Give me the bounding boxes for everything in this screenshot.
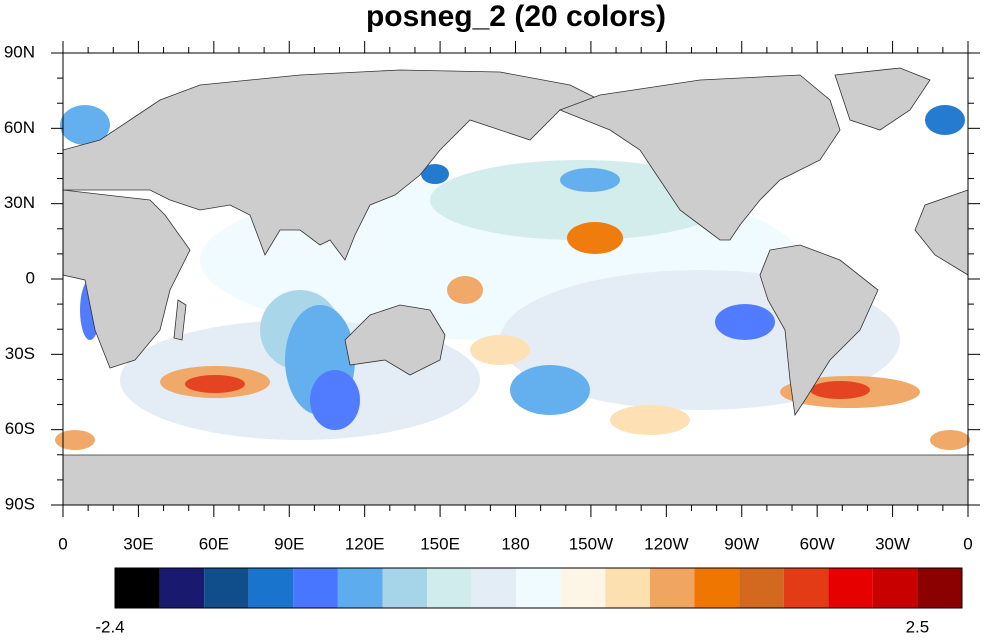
map [55,52,970,506]
land [62,67,969,506]
y-tick-label: 0 [26,268,35,287]
x-tick-label: 90E [274,534,304,553]
y-tick-label: 60S [5,419,35,438]
colorbar-box [427,568,472,608]
colorbar-box [560,568,606,608]
colorbar-box [872,568,918,608]
x-tick-label: 150E [420,534,460,553]
colorbar-box [516,568,561,608]
y-tick-label: 90S [5,494,35,513]
colorbar-box [337,568,383,608]
x-tick-label: 30E [123,534,153,553]
colorbar: -2.4 2.5 [95,567,963,636]
x-tick-label: 0 [963,534,972,553]
colorbar-label: 2.5 [906,617,930,635]
colorbar-box [649,568,695,608]
colorbar-frame [114,567,963,609]
colorbar-label: -2.4 [95,617,124,635]
y-tick-label: 30N [4,193,35,212]
y-tick-label: 90N [4,42,35,61]
y-tick-label: 60N [4,118,35,137]
colorbar-box [917,568,962,608]
x-tick-label: 120W [644,534,688,553]
colorbar-box [605,568,650,608]
x-tick-label: 60W [800,534,835,553]
y-tick-label: 30S [5,344,35,363]
colorbar-box [204,568,249,608]
x-tick-label: 90W [724,534,759,553]
colorbar-box [739,568,784,608]
colorbar-box [471,568,517,608]
x-tick-label: 120E [345,534,385,553]
colorbar-box [115,568,160,608]
title: posneg_2 (20 colors) [366,0,666,33]
colorbar-box [783,568,829,608]
colorbar-box [248,568,294,608]
x-tick-label: 150W [569,534,613,553]
colorbar-box [828,568,873,608]
x-tick-label: 60E [199,534,229,553]
colorbar-box [694,568,740,608]
colorbar-box [382,568,428,608]
x-tick-label: 0 [58,534,67,553]
colorbar-box [293,568,338,608]
x-tick-label: 180 [501,534,529,553]
x-tick-label: 30W [875,534,910,553]
colorbar-box [159,568,205,608]
